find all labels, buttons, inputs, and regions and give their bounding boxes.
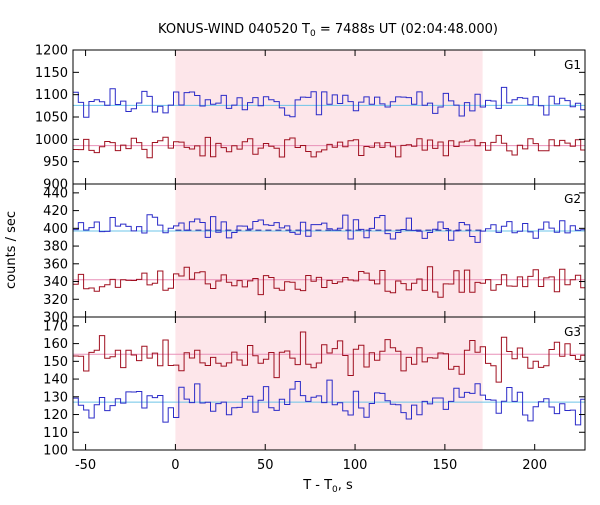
y-tick-label: 440	[43, 186, 68, 201]
panel-g3: 100 110 120 130 140 150 160 170 G3	[43, 316, 586, 459]
y-tick-label: 150	[43, 355, 68, 370]
x-tick-label: 200	[522, 458, 547, 473]
series-red-line	[73, 331, 585, 383]
x-tick-label: 150	[432, 458, 457, 473]
y-tick-label: 160	[43, 337, 68, 352]
chart-title: KONUS-WIND 040520 T0 = 7488s UT (02:04:4…	[158, 22, 498, 39]
y-tick-label: 320	[43, 293, 68, 308]
burst-interval-highlight	[175, 50, 483, 450]
panel-frame	[72, 316, 586, 451]
y-tick-label: 130	[43, 390, 68, 405]
panel-label: G3	[564, 325, 581, 339]
y-tick-label: 420	[43, 204, 68, 219]
x-axis-label: T - T0, s	[302, 478, 353, 495]
panel-label: G1	[564, 58, 581, 72]
y-tick-label: 110	[43, 426, 68, 441]
y-tick-label: 120	[43, 408, 68, 423]
y-tick-label: 140	[43, 373, 68, 388]
y-tick-label: 1200	[35, 44, 68, 59]
x-tick-label: 100	[343, 458, 368, 473]
panel-label: G2	[564, 192, 581, 206]
y-tick-label: 300	[43, 311, 68, 326]
y-tick-label: 1150	[35, 66, 68, 81]
x-tick-label: -50	[75, 458, 96, 473]
y-tick-label: 380	[43, 240, 68, 255]
x-tick-label: 50	[257, 458, 274, 473]
panel-g2: 300 320 340 360 380 400 420 440 G2	[43, 183, 586, 326]
series-blue-line	[73, 86, 585, 118]
y-tick-label: 170	[43, 319, 68, 334]
y-tick-label: 340	[43, 275, 68, 290]
y-tick-label: 1100	[35, 88, 68, 103]
y-tick-label: 400	[43, 222, 68, 237]
plot-layer: 90095010001050110011501200G1300320340360…	[35, 44, 586, 473]
x-tick-label: 0	[171, 458, 179, 473]
series-red-line	[73, 266, 585, 298]
y-axis-label: counts / sec	[4, 211, 19, 289]
series-blue-line	[73, 379, 585, 426]
y-tick-label: 900	[43, 178, 68, 193]
y-tick-label: 950	[43, 155, 68, 170]
y-tick-label: 100	[43, 444, 68, 459]
y-tick-label: 360	[43, 257, 68, 272]
y-tick-label: 1050	[35, 111, 68, 126]
series-blue-line	[73, 214, 585, 243]
series-red-line	[73, 134, 585, 159]
y-tick-label: 1000	[35, 133, 68, 148]
